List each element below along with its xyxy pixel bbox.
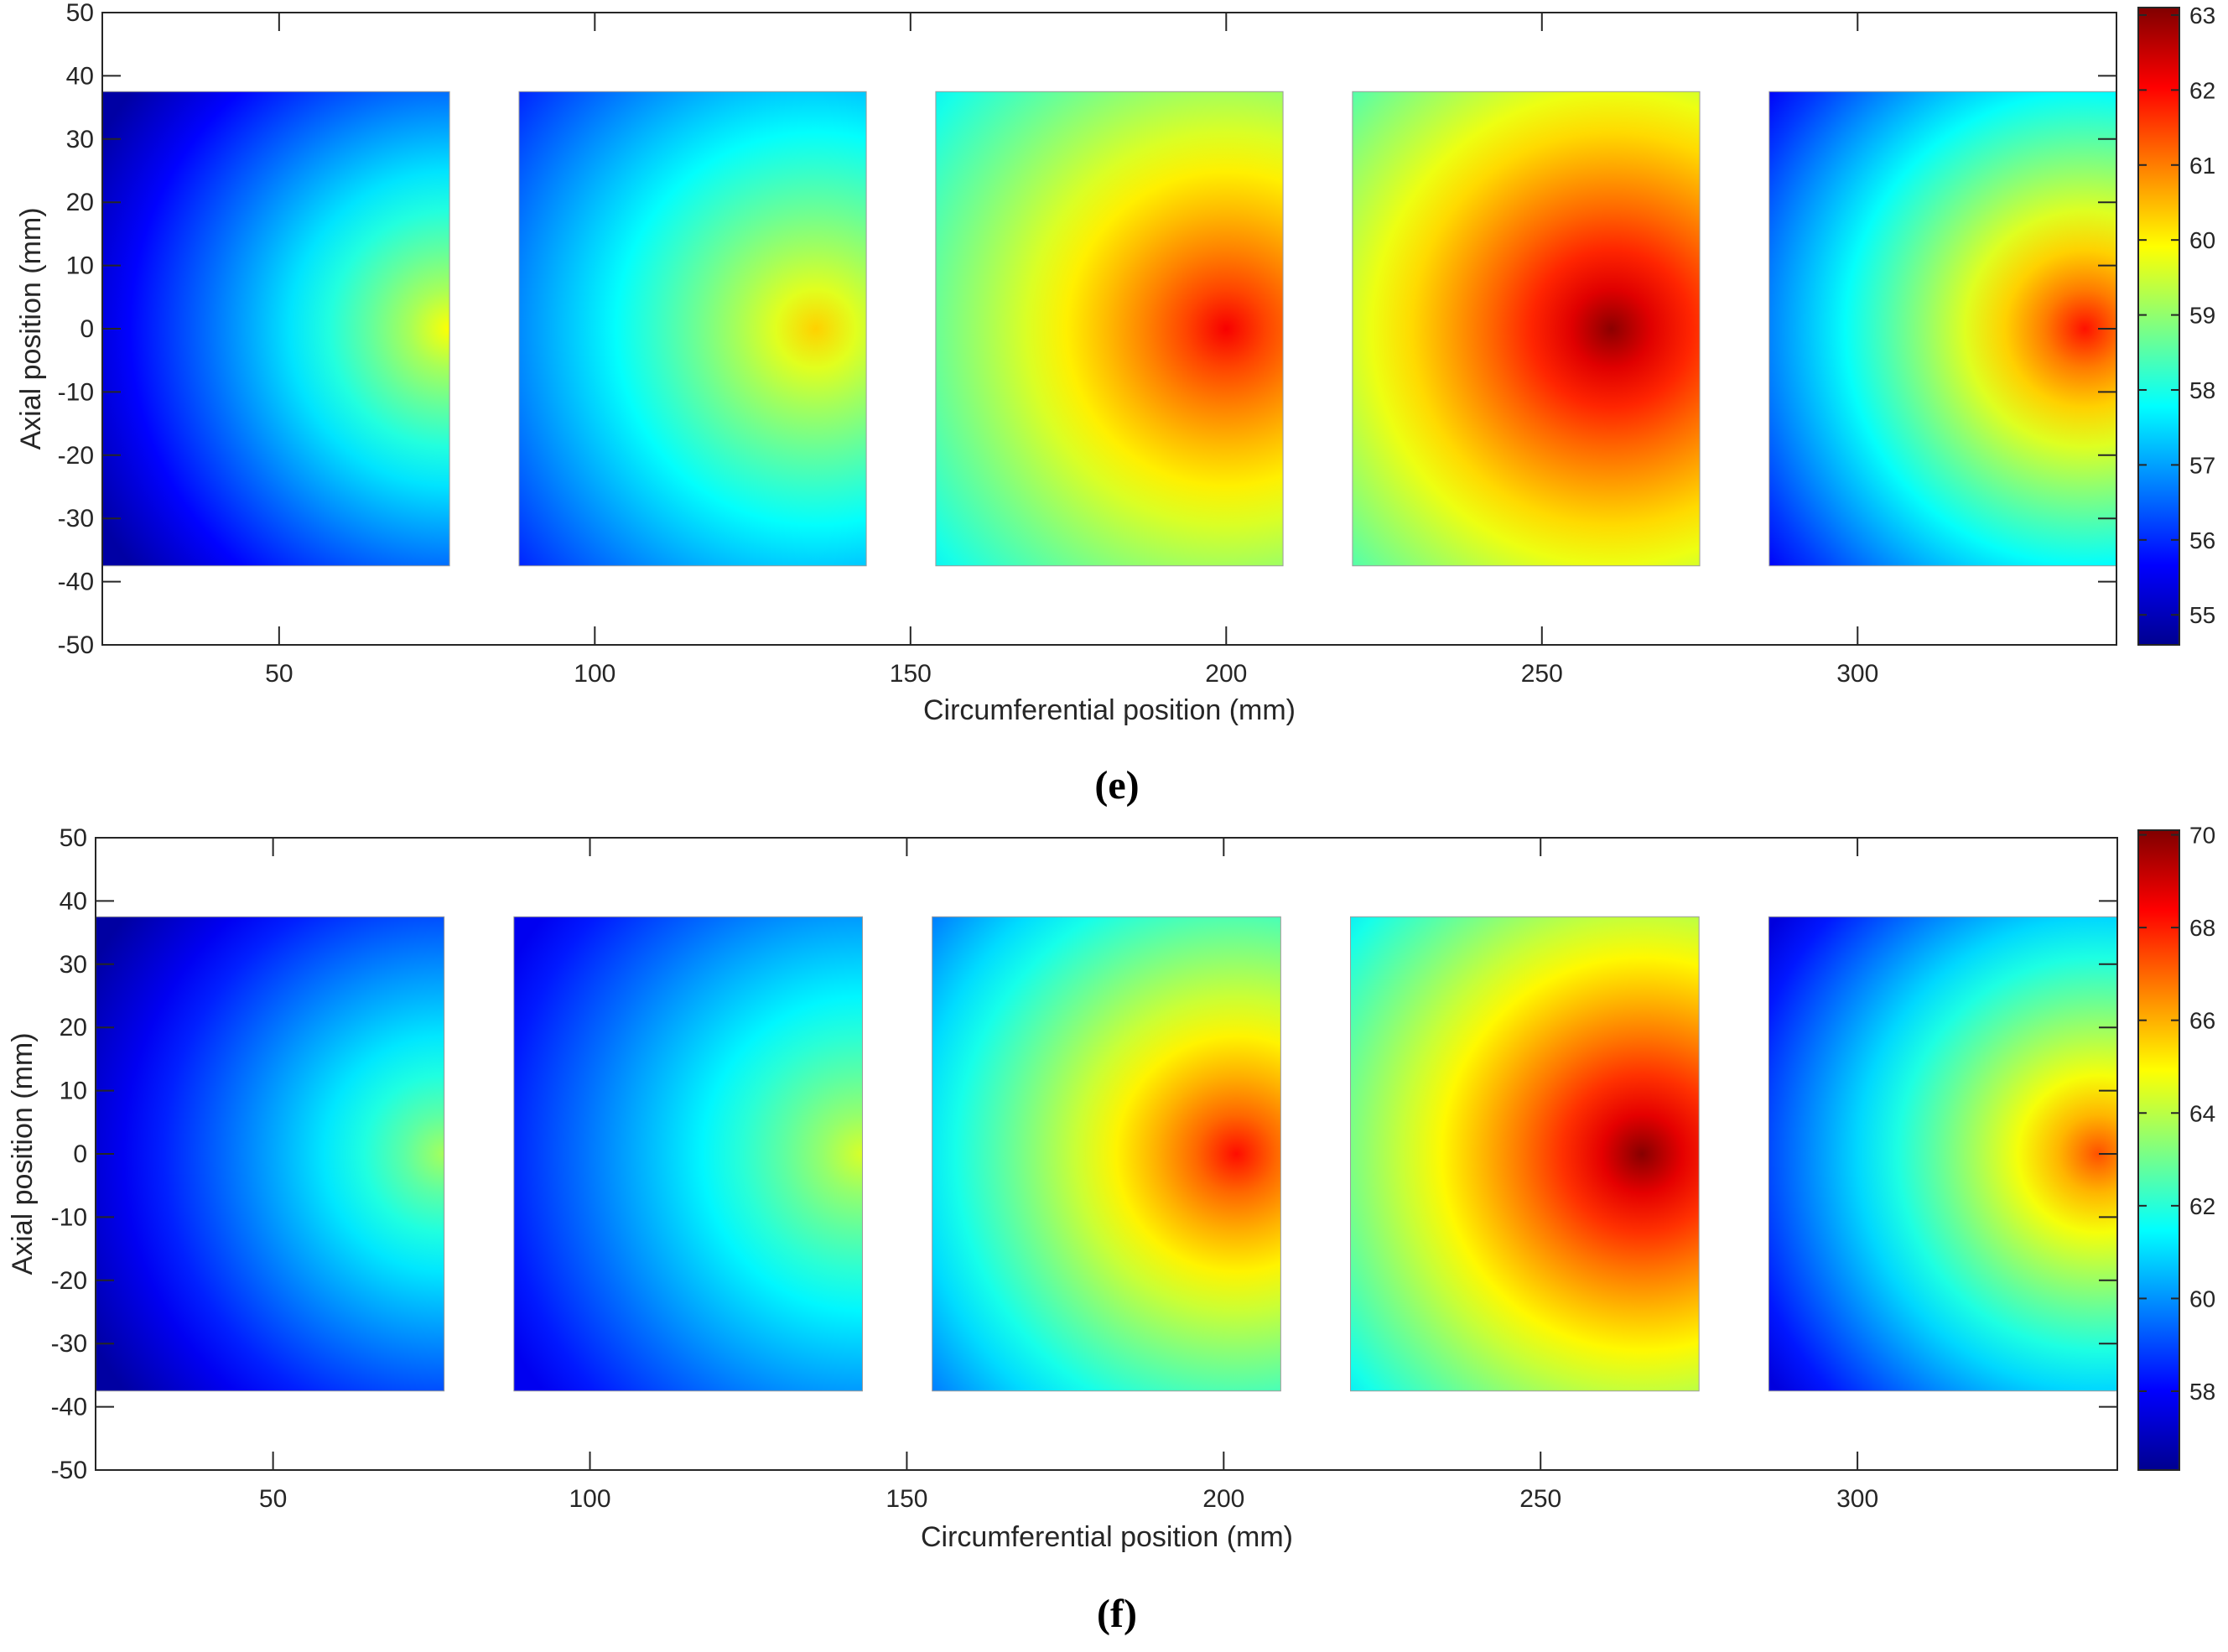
y-ticks-f: -50 -40 -30 -20 -10 0 10 20 30 40 50 — [51, 824, 2117, 1484]
y-ticks-e: -50 -40 -30 -20 -10 0 10 20 30 40 50 — [58, 0, 2116, 659]
y-tick-label: -20 — [51, 1267, 87, 1295]
x-ticks-f: 50 100 150 200 250 300 — [259, 838, 1878, 1513]
x-tick-label: 50 — [265, 660, 293, 688]
y-tick-label: -10 — [58, 378, 94, 406]
colorbar-tick-label: 64 — [2189, 1100, 2215, 1126]
y-axis-label-f: Axial position (mm) — [7, 1032, 39, 1275]
y-tick-label: 50 — [66, 0, 94, 27]
colorbar-tick-label: 57 — [2189, 452, 2215, 478]
x-tick-label: 100 — [574, 660, 615, 688]
x-tick-label: 250 — [1519, 1485, 1561, 1513]
colorbar-tick-label: 58 — [2189, 1379, 2215, 1405]
heatmap-patch — [1768, 91, 2117, 567]
x-tick-label: 50 — [259, 1485, 287, 1513]
heatmap-patch — [935, 91, 1284, 567]
x-tick-label: 150 — [885, 1485, 927, 1513]
colorbar-tick-label: 59 — [2189, 303, 2215, 329]
panel-f: 50 100 150 200 250 300 -50 -40 -30 -20 -10 0 10 20 30… — [7, 823, 2215, 1636]
x-tick-label: 100 — [569, 1485, 610, 1513]
heatmap-patch — [513, 916, 864, 1392]
heatmap-patch — [101, 91, 450, 567]
colorbar-tick-label: 55 — [2189, 602, 2215, 628]
x-ticks-e: 50 100 150 200 250 300 — [265, 13, 1878, 688]
colorbar-tick-label: 60 — [2189, 1286, 2215, 1312]
heatmap-patch — [932, 916, 1281, 1392]
colorbar-ticks-e: 55 56 57 58 59 60 61 62 63 — [2138, 3, 2215, 628]
colorbar-tick-label: 66 — [2189, 1008, 2215, 1034]
colorbar-tick-label: 61 — [2189, 153, 2215, 179]
y-tick-label: -30 — [58, 505, 94, 532]
y-tick-label: -50 — [51, 1457, 87, 1484]
y-tick-label: -40 — [58, 569, 94, 596]
panel-label-f: (f) — [1097, 1592, 1137, 1636]
y-tick-label: 30 — [60, 951, 87, 979]
y-tick-label: -10 — [51, 1203, 87, 1231]
colorbar-gradient-f — [2137, 829, 2180, 1471]
y-tick-label: 0 — [80, 315, 94, 343]
x-tick-label: 150 — [890, 660, 932, 688]
y-tick-label: 10 — [66, 252, 94, 280]
heatmap-patch — [95, 916, 445, 1392]
panel-label-e: (e) — [1094, 763, 1139, 808]
colorbar-tick-label: 60 — [2189, 227, 2215, 253]
y-tick-label: 40 — [60, 887, 87, 915]
x-tick-label: 250 — [1521, 660, 1563, 688]
colorbar-ticks-f: 58 60 62 64 66 68 70 — [2138, 823, 2215, 1405]
heatmap-patch — [1768, 916, 2118, 1392]
colorbar-tick-label: 70 — [2189, 823, 2215, 849]
y-tick-label: -40 — [51, 1394, 87, 1421]
x-axis-label-e: Circumferential position (mm) — [923, 694, 1296, 726]
heatmap-patch — [1349, 916, 1700, 1392]
y-tick-label: 0 — [73, 1140, 87, 1168]
colorbar-tick-label: 62 — [2189, 77, 2215, 103]
y-tick-label: 30 — [66, 126, 94, 153]
x-tick-label: 300 — [1836, 660, 1878, 688]
x-axis-label-f: Circumferential position (mm) — [921, 1521, 1293, 1553]
y-tick-label: 10 — [60, 1078, 87, 1105]
heatmap-patch — [1352, 91, 1701, 567]
y-tick-label: 40 — [66, 62, 94, 90]
y-tick-label: 50 — [60, 824, 87, 852]
y-tick-label: 20 — [60, 1014, 87, 1042]
y-tick-label: -50 — [58, 631, 94, 659]
y-tick-label: -20 — [58, 442, 94, 470]
colorbar-tick-label: 63 — [2189, 3, 2215, 29]
y-tick-label: 20 — [66, 189, 94, 216]
colorbar-gradient-e — [2137, 7, 2180, 646]
x-tick-label: 300 — [1836, 1485, 1878, 1513]
colorbar-tick-label: 58 — [2189, 377, 2215, 403]
colorbar-tick-label: 56 — [2189, 527, 2215, 553]
heatmap-patch — [518, 91, 867, 567]
colorbar-tick-label: 62 — [2189, 1193, 2215, 1219]
heatmap-area-e — [101, 91, 2117, 567]
x-tick-label: 200 — [1202, 1485, 1244, 1513]
heatmap-area-f — [95, 916, 2118, 1392]
x-tick-label: 200 — [1205, 660, 1247, 688]
panel-e: 50 100 150 200 250 300 -50 -40 -30 -20 -10 0 10 20 30… — [15, 0, 2215, 808]
colorbar-tick-label: 68 — [2189, 915, 2215, 941]
y-axis-label-e: Axial position (mm) — [15, 207, 47, 449]
colorbar-e: 55 56 57 58 59 60 61 62 63 — [2137, 3, 2215, 646]
y-tick-label: -30 — [51, 1330, 87, 1358]
colorbar-f: 58 60 62 64 66 68 70 — [2137, 823, 2215, 1471]
